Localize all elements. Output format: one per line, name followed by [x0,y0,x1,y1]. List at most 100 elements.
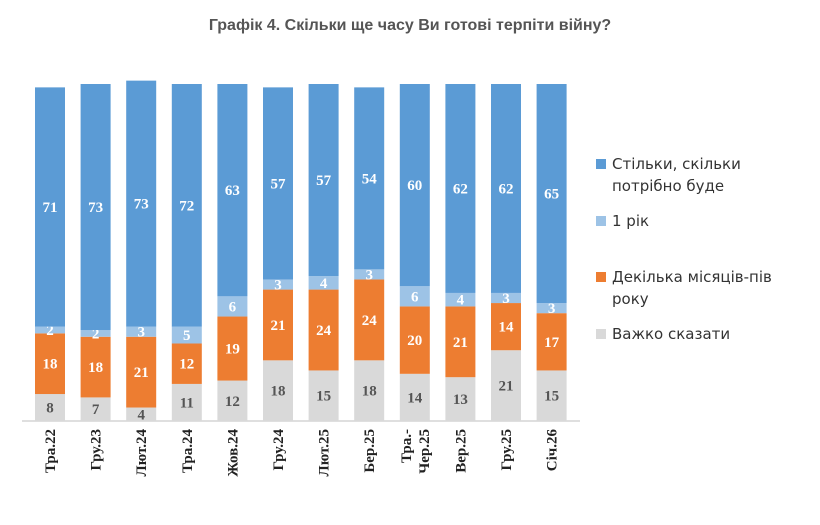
data-label-hard-to-say: 8 [46,401,54,417]
x-tick-label: Тра.- Чер.25 [399,429,433,474]
bar-segment-hard-to-say [80,397,111,421]
x-tick-label: Гру.24 [271,429,287,471]
x-tick-label-line: Чер.25 [417,429,433,474]
x-tick-label-line: Гру.23 [89,429,105,471]
bar-segment-hard-to-say [399,373,430,421]
bar-segment-few-months [399,306,430,374]
bar-segment-hard-to-say [35,394,65,421]
data-label-one-year: 3 [365,267,373,283]
data-label-need: 73 [88,200,103,216]
data-label-few-months: 21 [453,335,468,351]
data-label-hard-to-say: 14 [407,390,423,406]
x-tick-label-line: Бер.25 [362,429,378,473]
bar-segment-hard-to-say [354,360,385,421]
bar-segment-one-year [399,286,430,307]
data-label-hard-to-say: 15 [544,389,559,405]
bar-segment-few-months [308,289,339,371]
legend-label-need: Стільки, скільки потрібно буде [612,155,741,195]
bar-segment-few-months [354,279,385,361]
legend-label-one-year: 1 рік [612,212,650,230]
data-label-one-year: 3 [502,291,510,307]
bar-segment-need [171,84,202,327]
x-tick-label: Гру.25 [499,429,515,471]
x-tick-label: Тра.22 [43,429,59,473]
bar-segment-need [263,87,293,280]
legend-item-one-year: 1 рік [596,210,812,232]
bar-segment-need [491,84,521,293]
bar-segment-one-year [171,326,202,344]
x-tick-label-line: Тра.- [399,429,415,463]
x-tick-label: Лют.25 [317,429,333,476]
x-tick-label-line: Вер.25 [453,429,469,473]
bar-segment-few-months [80,336,111,398]
data-label-need: 57 [316,173,332,189]
bar-segment-hard-to-say [491,350,521,421]
data-label-hard-to-say: 18 [362,384,377,400]
bar-segment-few-months [263,289,293,361]
bar-segment-one-year [263,279,293,290]
data-label-need: 54 [362,171,378,187]
bar-segment-need [445,84,476,293]
bar-segment-need [80,84,111,331]
x-tick-label-line: Лют.25 [317,429,333,476]
bar-segment-few-months [171,343,202,384]
bar-segment-few-months [445,306,476,378]
data-label-hard-to-say: 7 [92,402,100,418]
legend-item-need: Стільки, скільки потрібно буде [596,153,812,197]
data-label-few-months: 12 [179,357,194,373]
bar-segment-one-year [445,292,476,307]
bar-segment-one-year [35,326,65,334]
data-label-hard-to-say: 21 [499,379,514,395]
bar-segment-need [354,87,385,270]
bar-segment-hard-to-say [217,380,248,421]
bar-segment-one-year [536,303,567,314]
legend-swatch-hard-to-say [596,329,606,339]
bar-segment-hard-to-say [126,407,157,421]
legend-label-hard-to-say: Важко сказати [612,325,731,343]
data-label-need: 65 [544,187,559,203]
x-tick-label-line: Січ.26 [545,429,561,472]
data-label-one-year: 4 [457,293,465,309]
x-tick-label: Жов.24 [225,429,241,477]
x-tick-label-line: Жов.24 [225,429,241,477]
legend-item-hard-to-say: Важко сказати [596,323,812,345]
bar-segment-need [399,84,430,287]
legend-swatch-one-year [596,216,606,226]
data-label-few-months: 18 [88,360,103,376]
bar-segment-one-year [80,330,111,337]
data-label-need: 73 [134,197,149,213]
x-tick-label: Бер.25 [362,429,378,473]
bar-segment-need [217,84,248,297]
bar-segment-need [536,84,567,304]
x-tick-label-line: Гру.25 [499,429,515,471]
bar-segment-one-year [308,276,339,290]
bar-segment-hard-to-say [308,370,339,421]
data-label-one-year: 2 [92,326,100,342]
data-label-one-year: 6 [411,289,419,305]
bar-segment-hard-to-say [445,377,476,421]
legend-item-few-months: Декілька місяців-пів року [596,266,812,310]
data-label-hard-to-say: 4 [137,407,145,423]
legend-swatch-need [596,159,606,169]
x-tick-label-line: Тра.22 [43,429,59,473]
x-tick-label-line: Лют.24 [134,429,150,477]
x-tick-label: Тра.24 [180,429,196,474]
bar-segment-one-year [217,296,248,317]
bar-segment-few-months [126,336,157,408]
bar-segment-one-year [126,326,157,337]
x-tick-label: Гру.23 [89,429,105,471]
data-label-few-months: 14 [499,320,515,336]
data-label-few-months: 21 [271,318,286,334]
data-label-need: 60 [407,178,422,194]
data-label-few-months: 18 [43,357,58,373]
data-label-one-year: 3 [274,278,282,294]
x-tick-label: Вер.25 [453,429,469,473]
data-label-one-year: 4 [320,276,328,292]
data-label-hard-to-say: 15 [316,389,331,405]
bar-segment-few-months [536,313,567,371]
data-label-need: 62 [453,181,468,197]
bar-segment-few-months [35,333,65,395]
data-label-one-year: 3 [137,325,145,341]
data-label-few-months: 17 [544,335,560,351]
data-label-one-year: 5 [183,328,191,344]
